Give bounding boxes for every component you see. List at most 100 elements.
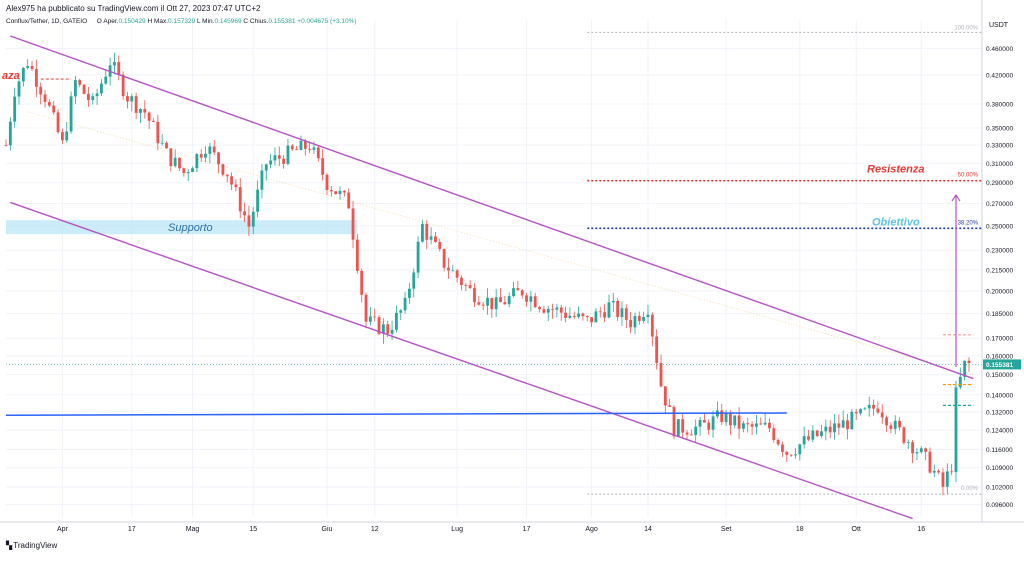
candle-body — [39, 86, 43, 95]
candle-body — [355, 239, 359, 271]
candle-body — [898, 420, 901, 428]
candle-body — [78, 80, 82, 85]
low-label: Min. — [202, 18, 215, 25]
candle-body — [659, 362, 663, 387]
candle-body — [594, 311, 598, 323]
candle-body — [585, 316, 589, 318]
price-tick-label: 0.200000 — [986, 288, 1013, 295]
support-zone-label: Supporto — [168, 222, 213, 234]
time-tick-label: 17 — [523, 526, 531, 533]
price-tick-label: 0.150000 — [986, 372, 1013, 379]
candle-body — [464, 285, 468, 286]
candle-body — [794, 454, 797, 456]
candle-body — [555, 307, 559, 310]
candle-body — [746, 423, 750, 425]
time-tick-label: 15 — [249, 526, 257, 533]
horizontal-support-line — [5, 412, 787, 416]
price-tick-label: 0.116000 — [986, 447, 1013, 454]
candle-body — [494, 297, 498, 310]
candle-body — [434, 236, 437, 242]
candle-body — [568, 315, 572, 318]
candle-body — [234, 184, 238, 188]
candle-body — [186, 172, 190, 174]
time-tick-label: Giu — [322, 526, 333, 533]
candle-body — [867, 404, 871, 409]
candle-body — [191, 168, 194, 173]
candle-body — [386, 324, 390, 334]
candle-body — [776, 440, 780, 445]
last-price-badge[interactable] — [983, 359, 1021, 370]
candle-body — [945, 471, 949, 487]
price-axis[interactable]: 0.460000 0.420000 0.380000 0.350000 0.330000… — [981, 0, 1021, 522]
candle-body — [429, 236, 433, 240]
candle-body — [668, 405, 672, 407]
price-tick-label: 0.185000 — [986, 311, 1013, 318]
candle-body — [815, 430, 819, 436]
candle-body — [624, 308, 628, 320]
candle-body — [269, 160, 273, 165]
candle-body — [290, 145, 294, 150]
price-tick-label: 0.350000 — [986, 125, 1013, 132]
candle-body — [286, 145, 290, 164]
candle-body — [87, 93, 90, 101]
candle-body — [212, 146, 216, 153]
candle-body — [663, 386, 667, 406]
candle-body — [911, 442, 915, 454]
candle-body — [377, 317, 381, 334]
high-label: Max. — [153, 18, 169, 25]
candle-body — [650, 314, 654, 337]
candle-body — [455, 270, 459, 278]
candle-body — [590, 317, 594, 323]
candle-body — [512, 288, 515, 297]
candle-body — [178, 157, 181, 169]
symbol-info[interactable]: Conflux/Tether, 1D, GATEIO — [6, 18, 88, 25]
candle-body — [655, 336, 659, 363]
price-tick-label: 0.124000 — [986, 428, 1013, 435]
candle-body — [4, 145, 8, 146]
tradingview-brand[interactable]: ▚ TradingView — [6, 541, 57, 550]
candle-body — [603, 312, 607, 318]
candle-body — [763, 422, 767, 425]
candle-body — [104, 76, 108, 84]
time-tick-label: Ott — [852, 526, 861, 533]
price-tick-label: 0.310000 — [986, 161, 1013, 168]
channel-lower-line — [10, 201, 913, 520]
candle-body — [69, 96, 73, 132]
candle-body — [646, 314, 650, 318]
price-tick-label: 0.140000 — [986, 392, 1013, 399]
time-tick-label: 17 — [128, 526, 136, 533]
fib-100-label: 100.00% — [954, 25, 978, 31]
candle-body — [707, 422, 711, 430]
candle-body — [724, 413, 728, 423]
candle-body — [854, 411, 858, 414]
candle-body — [963, 360, 967, 377]
time-axis[interactable]: Apr 17 Mag 15 Giu 12 Lug 17 Ago 14 Set 18 Ott 16 — [0, 521, 1024, 533]
candle-body — [381, 324, 385, 334]
candle-body — [30, 66, 34, 70]
candle-body — [750, 424, 754, 427]
candle-body — [958, 376, 962, 388]
candle-body — [208, 146, 212, 154]
candle-body — [143, 108, 147, 113]
candle-body — [689, 434, 693, 436]
price-tick-label: 0.160000 — [986, 353, 1013, 360]
candle-body — [230, 176, 233, 185]
candle-body — [260, 170, 264, 190]
candle-body — [533, 296, 537, 308]
candle-body — [720, 410, 724, 423]
candle-body — [17, 81, 21, 97]
candle-body — [811, 430, 815, 440]
time-tick-label: 18 — [796, 526, 804, 533]
price-tick-label: 0.290000 — [986, 180, 1013, 187]
candle-body — [312, 147, 316, 150]
candle-body — [126, 96, 129, 102]
candle-body — [828, 426, 832, 433]
candle-body — [238, 187, 242, 212]
left-cut-label: aza — [2, 70, 20, 82]
candle-body — [781, 444, 784, 452]
candle-body — [73, 80, 77, 97]
candle-body — [221, 164, 225, 175]
foreground-annotations: aza Supporto Resistenza Obiettivo 50.00% 38.2… — [2, 25, 982, 520]
candle-body — [807, 436, 810, 440]
